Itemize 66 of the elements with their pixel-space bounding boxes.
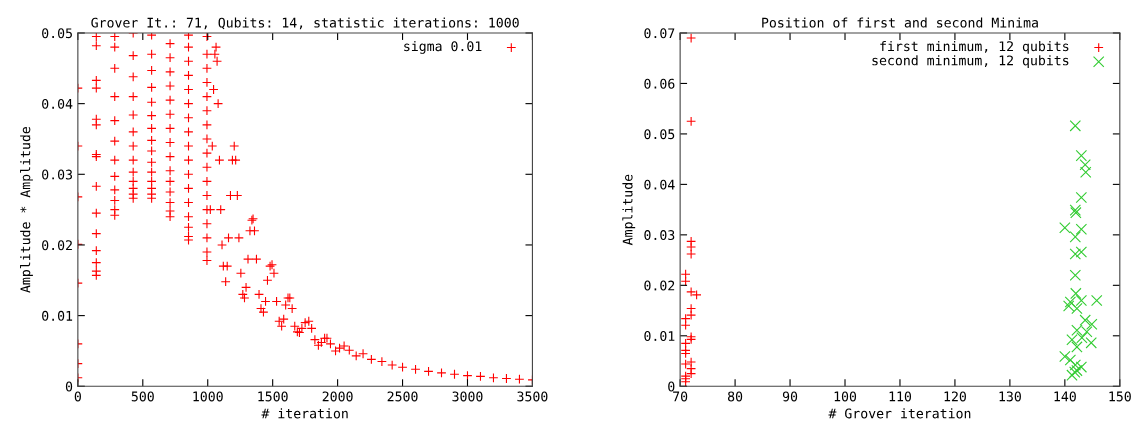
x-tick-label: 80 [727,391,743,402]
y-axis-title: Amplitude [622,174,636,246]
point [1064,354,1077,366]
y-tick-label: 0.01 [644,331,675,342]
y-tick-label: 0.06 [644,78,675,89]
point [1075,246,1088,258]
x-tick-label: 70 [673,391,688,402]
point [1079,159,1091,171]
x-tick-label: 100 [834,391,857,402]
x-axis-title: # Grover iteration [828,408,971,419]
y-axis-title: Amplitude * Amplitude [20,126,33,293]
x-tick-label: 1500 [258,391,288,402]
point [1075,361,1088,373]
x-tick-label: 110 [889,391,912,402]
point [1080,166,1092,178]
legend-label: first minimum, 12 qubits [880,40,1069,54]
y-tick-label: 0.07 [644,28,675,39]
x-tick-label: 0 [74,391,81,402]
chart-title: Grover It.: 71, Qubits: 14, statistic iterations: 1000 [91,17,519,30]
legend-label: sigma 0.01 [404,40,482,54]
point [1075,223,1088,236]
point [1069,120,1081,132]
point [1059,222,1071,234]
x-tick-label: 120 [944,391,966,402]
point [1059,350,1071,363]
point [1071,302,1083,315]
x-tick-label: 90 [782,391,798,402]
y-tick-label: 0.05 [644,129,675,140]
point [1070,287,1082,300]
point [1079,314,1091,326]
y-tick-label: 0.05 [42,28,72,39]
point [1085,337,1097,349]
point [1069,248,1081,260]
y-tick-label: 0.01 [42,310,73,321]
y-tick-label: 0.04 [42,98,73,109]
x-axis-title: # iteration [261,408,348,419]
point [1069,231,1081,243]
x-tick-label: 2000 [322,391,353,402]
point [1071,341,1083,353]
point [1075,191,1088,204]
point [686,249,697,259]
point [1069,269,1081,281]
y-tick-label: 0 [668,381,675,392]
legend-label: second minimum, 12 qubits [872,55,1069,68]
y-tick-label: 0.04 [644,179,675,190]
point [1069,359,1081,371]
y-tick-label: 0.03 [644,230,675,241]
x-tick-label: 130 [999,391,1021,402]
point [1091,294,1103,307]
y-tick-label: 0.03 [42,169,73,180]
point [686,242,697,252]
x-tick-label: 2500 [387,391,418,402]
y-tick-label: 0.02 [42,240,72,251]
x-tick-label: 3000 [452,391,483,402]
point [686,33,697,43]
point [1075,149,1088,162]
x-tick-label: 150 [1109,391,1131,402]
y-tick-label: 0 [65,381,73,392]
x-tick-label: 1000 [193,391,223,402]
x-tick-label: 140 [1054,391,1076,402]
point [1086,318,1098,330]
x-tick-label: 3500 [517,391,548,402]
y-tick-label: 0.02 [644,280,675,291]
x-tick-label: 500 [131,391,154,402]
point [1062,300,1075,312]
chart-title: Position of first and second Minima [762,17,1038,28]
